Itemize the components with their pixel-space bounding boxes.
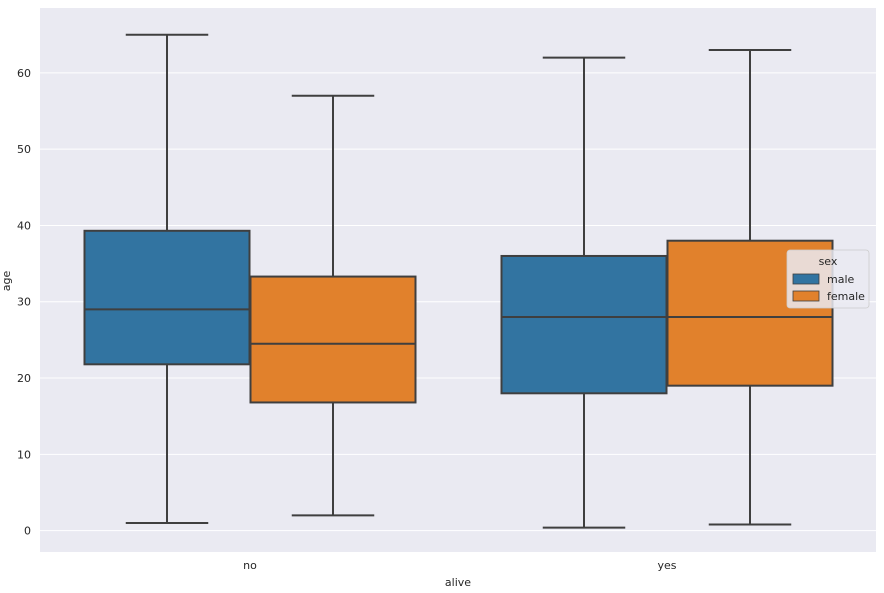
x-axis-ticks: no yes: [243, 559, 677, 572]
y-tick-label: 20: [17, 372, 31, 385]
y-tick-label: 60: [17, 67, 31, 80]
legend-swatch-male: [792, 273, 820, 285]
legend: sex male female: [786, 249, 870, 309]
legend-title: sex: [819, 255, 838, 268]
y-tick-label: 50: [17, 143, 31, 156]
legend-swatch-female: [792, 290, 820, 302]
box-male-yes: [500, 254, 668, 395]
y-tick-label: 40: [17, 219, 31, 232]
x-tick-label-no: no: [243, 559, 257, 572]
box-male-no: [83, 229, 251, 366]
box-series: [83, 33, 834, 529]
y-axis-ticks: 0 10 20 30 40 50 60: [17, 67, 31, 538]
box-female-no: [249, 275, 417, 404]
x-tick-label-yes: yes: [657, 559, 676, 572]
y-tick-label: 10: [17, 448, 31, 461]
legend-label-male: male: [827, 273, 855, 286]
legend-label-female: female: [827, 290, 865, 303]
x-axis-label: alive: [445, 576, 471, 589]
y-axis-label: age: [0, 271, 13, 292]
y-tick-label: 30: [17, 296, 31, 309]
y-tick-label: 0: [24, 525, 31, 538]
